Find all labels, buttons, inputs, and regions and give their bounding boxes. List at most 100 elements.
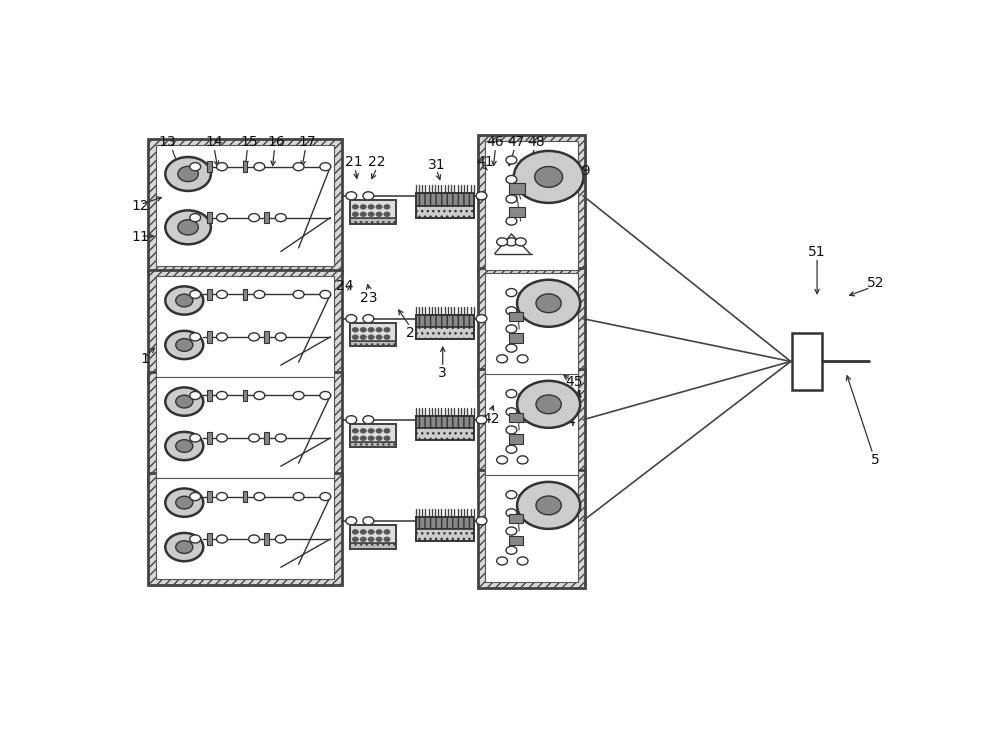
Bar — [792, 332, 822, 390]
Circle shape — [165, 331, 203, 359]
Circle shape — [254, 290, 265, 298]
Circle shape — [217, 493, 227, 500]
Circle shape — [249, 333, 259, 341]
Circle shape — [376, 328, 382, 332]
Bar — [478, 135, 585, 276]
Circle shape — [506, 426, 517, 434]
Text: 48: 48 — [527, 135, 545, 149]
Circle shape — [254, 163, 265, 171]
Circle shape — [384, 212, 390, 217]
Circle shape — [384, 328, 390, 332]
Circle shape — [293, 290, 304, 298]
Circle shape — [320, 392, 331, 400]
Circle shape — [360, 328, 366, 332]
Circle shape — [176, 496, 193, 509]
Circle shape — [517, 355, 528, 363]
Circle shape — [497, 355, 508, 363]
Circle shape — [165, 432, 203, 460]
Bar — [416, 529, 474, 541]
Bar — [264, 331, 269, 343]
Bar — [350, 526, 396, 548]
Bar — [207, 390, 212, 401]
Circle shape — [384, 537, 390, 542]
Circle shape — [384, 334, 390, 340]
Bar — [416, 517, 474, 529]
Text: 44: 44 — [566, 389, 583, 403]
Bar — [207, 161, 212, 172]
Circle shape — [190, 290, 201, 298]
Bar — [350, 424, 396, 442]
Text: 46: 46 — [487, 135, 504, 149]
Circle shape — [376, 436, 382, 440]
Circle shape — [476, 517, 487, 525]
Circle shape — [176, 440, 193, 452]
Circle shape — [275, 535, 286, 543]
Circle shape — [217, 163, 227, 171]
Circle shape — [217, 214, 227, 222]
Bar — [156, 478, 334, 580]
Circle shape — [506, 344, 517, 352]
Circle shape — [346, 192, 357, 200]
Circle shape — [506, 307, 517, 315]
Bar — [350, 323, 396, 346]
Bar — [350, 323, 396, 340]
Bar — [156, 377, 334, 478]
Circle shape — [368, 530, 374, 534]
Circle shape — [360, 334, 366, 340]
Circle shape — [363, 416, 374, 424]
Bar — [207, 533, 212, 544]
Bar — [416, 427, 474, 440]
Bar — [207, 331, 212, 343]
Circle shape — [506, 195, 517, 203]
Bar — [416, 416, 474, 428]
Bar — [207, 490, 212, 502]
Text: 3: 3 — [438, 366, 447, 380]
Text: 17: 17 — [298, 135, 316, 149]
Text: 1: 1 — [140, 352, 149, 365]
Circle shape — [346, 517, 357, 525]
Circle shape — [178, 166, 198, 182]
Text: 15: 15 — [240, 135, 258, 149]
Circle shape — [506, 289, 517, 297]
Circle shape — [536, 395, 561, 414]
Bar — [416, 416, 474, 440]
Text: 14: 14 — [205, 135, 223, 149]
Text: 43: 43 — [512, 413, 529, 426]
Bar — [264, 432, 269, 444]
Circle shape — [368, 212, 374, 217]
Circle shape — [275, 333, 286, 341]
Circle shape — [190, 163, 201, 171]
Circle shape — [376, 212, 382, 217]
Bar — [485, 374, 578, 482]
Bar — [416, 517, 474, 541]
Bar — [156, 276, 334, 377]
Circle shape — [360, 436, 366, 440]
Bar — [148, 139, 342, 272]
Text: 52: 52 — [866, 277, 884, 290]
Circle shape — [376, 537, 382, 542]
Circle shape — [165, 533, 203, 561]
Circle shape — [178, 220, 198, 235]
Circle shape — [352, 212, 358, 217]
Bar — [207, 211, 212, 223]
Bar — [350, 442, 396, 448]
Circle shape — [360, 530, 366, 534]
Circle shape — [360, 537, 366, 542]
Bar — [350, 217, 396, 223]
Bar — [148, 472, 342, 585]
Bar — [478, 268, 585, 386]
Text: 51: 51 — [808, 244, 826, 259]
Circle shape — [165, 286, 203, 315]
Circle shape — [176, 338, 193, 351]
Circle shape — [506, 238, 517, 246]
Circle shape — [514, 151, 583, 203]
Circle shape — [176, 395, 193, 408]
Bar — [243, 289, 247, 300]
Circle shape — [536, 496, 561, 514]
Circle shape — [476, 192, 487, 200]
Text: 41: 41 — [477, 155, 494, 170]
Bar — [350, 340, 396, 346]
Circle shape — [517, 456, 528, 464]
Text: 4: 4 — [566, 415, 575, 429]
Bar — [509, 184, 525, 194]
